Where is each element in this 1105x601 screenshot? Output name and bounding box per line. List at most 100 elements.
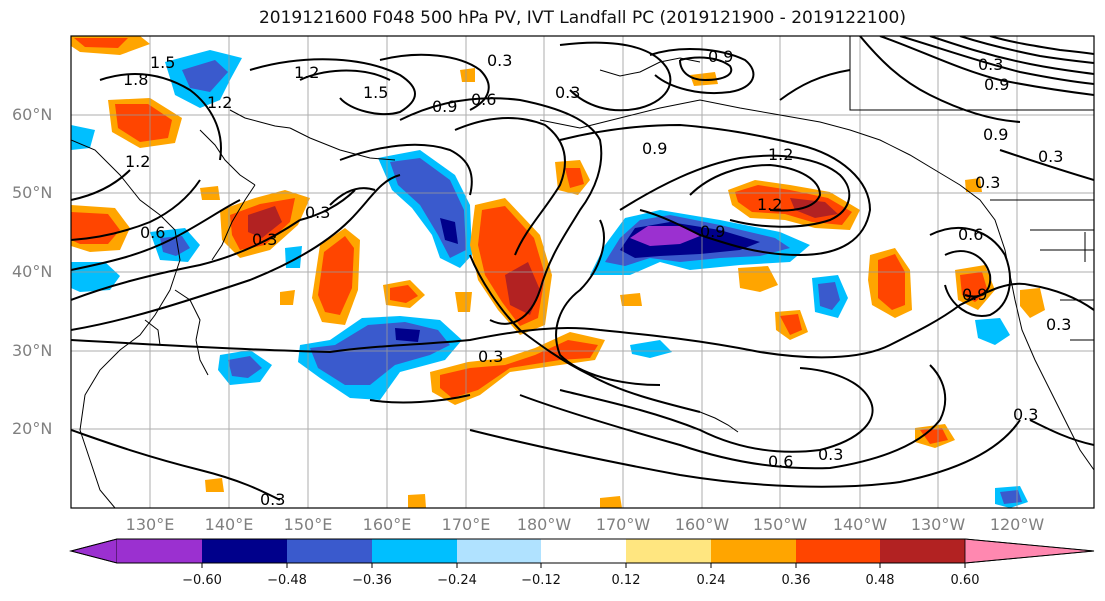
contour-label: 0.6 <box>140 223 165 242</box>
colorbar-segment <box>711 539 796 563</box>
contour-label: 0.3 <box>260 490 285 509</box>
contour-label: 1.2 <box>768 145 793 164</box>
colorbar-segment <box>626 539 711 563</box>
contour-label: 0.3 <box>1013 405 1038 424</box>
anomaly-blob <box>228 356 262 378</box>
anomaly-blob <box>565 168 584 188</box>
contour-label: 0.9 <box>708 47 733 66</box>
lon-label: 130°E <box>125 515 175 534</box>
contour-label: 0.6 <box>471 90 496 109</box>
colorbar-segment <box>69 538 118 564</box>
contour-label-group: 1.8 1.5 1.2 1.2 1.5 0.3 0.9 0.6 0.3 0.9 … <box>123 47 1071 509</box>
contour-label: 1.2 <box>757 195 782 214</box>
map-border <box>70 35 1095 509</box>
lon-label: 120°W <box>989 515 1045 534</box>
anomaly-blob <box>1020 288 1045 318</box>
colorbar-segment <box>372 539 457 563</box>
lat-label: 40°N <box>12 262 53 281</box>
colorbar-segment <box>880 539 965 563</box>
colorbar-segment <box>964 538 1095 564</box>
anomaly-blob <box>318 236 354 315</box>
anomaly-blob <box>248 206 282 238</box>
anomaly-blob <box>71 125 95 150</box>
contour-label: 0.3 <box>1038 147 1063 166</box>
contour-label: 0.3 <box>1046 315 1071 334</box>
pv-contours <box>71 36 1094 501</box>
colorbar-outline <box>69 538 1095 564</box>
lon-label: 170°W <box>595 515 651 534</box>
colorbar <box>69 538 1095 568</box>
lon-label: 130°W <box>910 515 966 534</box>
lat-label: 20°N <box>12 419 53 438</box>
contour-label: 0.3 <box>818 445 843 464</box>
anomaly-blob <box>280 290 295 305</box>
lon-label: 160°W <box>674 515 730 534</box>
colorbar-segment <box>457 539 541 563</box>
anomaly-blob <box>182 60 228 92</box>
contour-label: 0.3 <box>978 55 1003 74</box>
colorbar-tick-label: 0.24 <box>696 573 726 588</box>
anomaly-blob <box>395 328 420 342</box>
colorbar-tick-label: −0.12 <box>521 573 561 588</box>
colorbar-tick-label: −0.36 <box>352 573 392 588</box>
contour-label: 1.5 <box>363 83 388 102</box>
contour-label: 0.9 <box>984 75 1009 94</box>
colorbar-tick-label: 0.60 <box>950 573 980 588</box>
anomaly-blob <box>71 212 120 244</box>
colorbar-tick-label: 0.36 <box>781 573 811 588</box>
contour-label: 0.3 <box>252 230 277 249</box>
anomaly-blob <box>440 218 458 244</box>
colorbar-tick-label: −0.48 <box>267 573 307 588</box>
colorbar-segment <box>117 539 202 563</box>
anomaly-blob <box>780 314 802 335</box>
anomaly-blob <box>620 293 642 306</box>
colorbar-ticks <box>201 563 966 568</box>
colorbar-segment <box>796 539 880 563</box>
contour-label: 1.5 <box>150 53 175 72</box>
anomaly-blob <box>390 285 418 303</box>
anomaly-blob <box>71 262 120 292</box>
anomaly-blob <box>455 292 472 312</box>
anomaly-blob <box>630 340 672 358</box>
anomaly-blob <box>205 478 224 492</box>
contour-label: 0.3 <box>487 51 512 70</box>
anomaly-blob <box>505 262 540 315</box>
anomaly-blob <box>790 198 838 218</box>
anomaly-blob <box>115 104 172 142</box>
lon-label: 150°W <box>752 515 808 534</box>
colorbar-segment <box>541 539 626 563</box>
lon-label: 170°E <box>441 515 491 534</box>
contour-label: 0.9 <box>962 285 987 304</box>
lon-label: 140°E <box>204 515 254 534</box>
map-title: 2019121600 F048 500 hPa PV, IVT Landfall… <box>258 8 906 28</box>
contour-label: 0.6 <box>768 452 793 471</box>
contour-label: 0.3 <box>975 173 1000 192</box>
anomaly-blob <box>408 494 426 508</box>
contour-label: 1.8 <box>123 70 148 89</box>
colorbar-tick-label: 0.12 <box>611 573 641 588</box>
contour-label: 0.3 <box>555 83 580 102</box>
anomaly-blob <box>630 226 700 246</box>
anomaly-blob <box>440 340 598 398</box>
anomaly-blob <box>965 178 982 192</box>
contour-label: 0.9 <box>432 97 457 116</box>
lon-label: 180°W <box>516 515 572 534</box>
lon-label: 140°W <box>832 515 888 534</box>
anomaly-blob <box>878 254 905 310</box>
anomaly-blob <box>74 38 128 48</box>
contour-label: 0.9 <box>983 125 1008 144</box>
contour-label: 1.2 <box>294 63 319 82</box>
lat-label: 50°N <box>12 183 53 202</box>
anomaly-blob <box>975 318 1010 345</box>
ivt-pc-shading <box>71 36 1045 508</box>
lon-label: 150°E <box>283 515 333 534</box>
colorbar-tick-label: 0.48 <box>865 573 895 588</box>
contour-label: 0.3 <box>478 347 503 366</box>
contour-label: 0.9 <box>642 139 667 158</box>
contour-label: 0.6 <box>958 225 983 244</box>
contour-label: 1.2 <box>125 152 150 171</box>
colorbar-tick-label: −0.60 <box>182 573 222 588</box>
contour-label: 1.2 <box>207 93 232 112</box>
lon-label: 160°E <box>362 515 412 534</box>
lat-label: 30°N <box>12 341 53 360</box>
